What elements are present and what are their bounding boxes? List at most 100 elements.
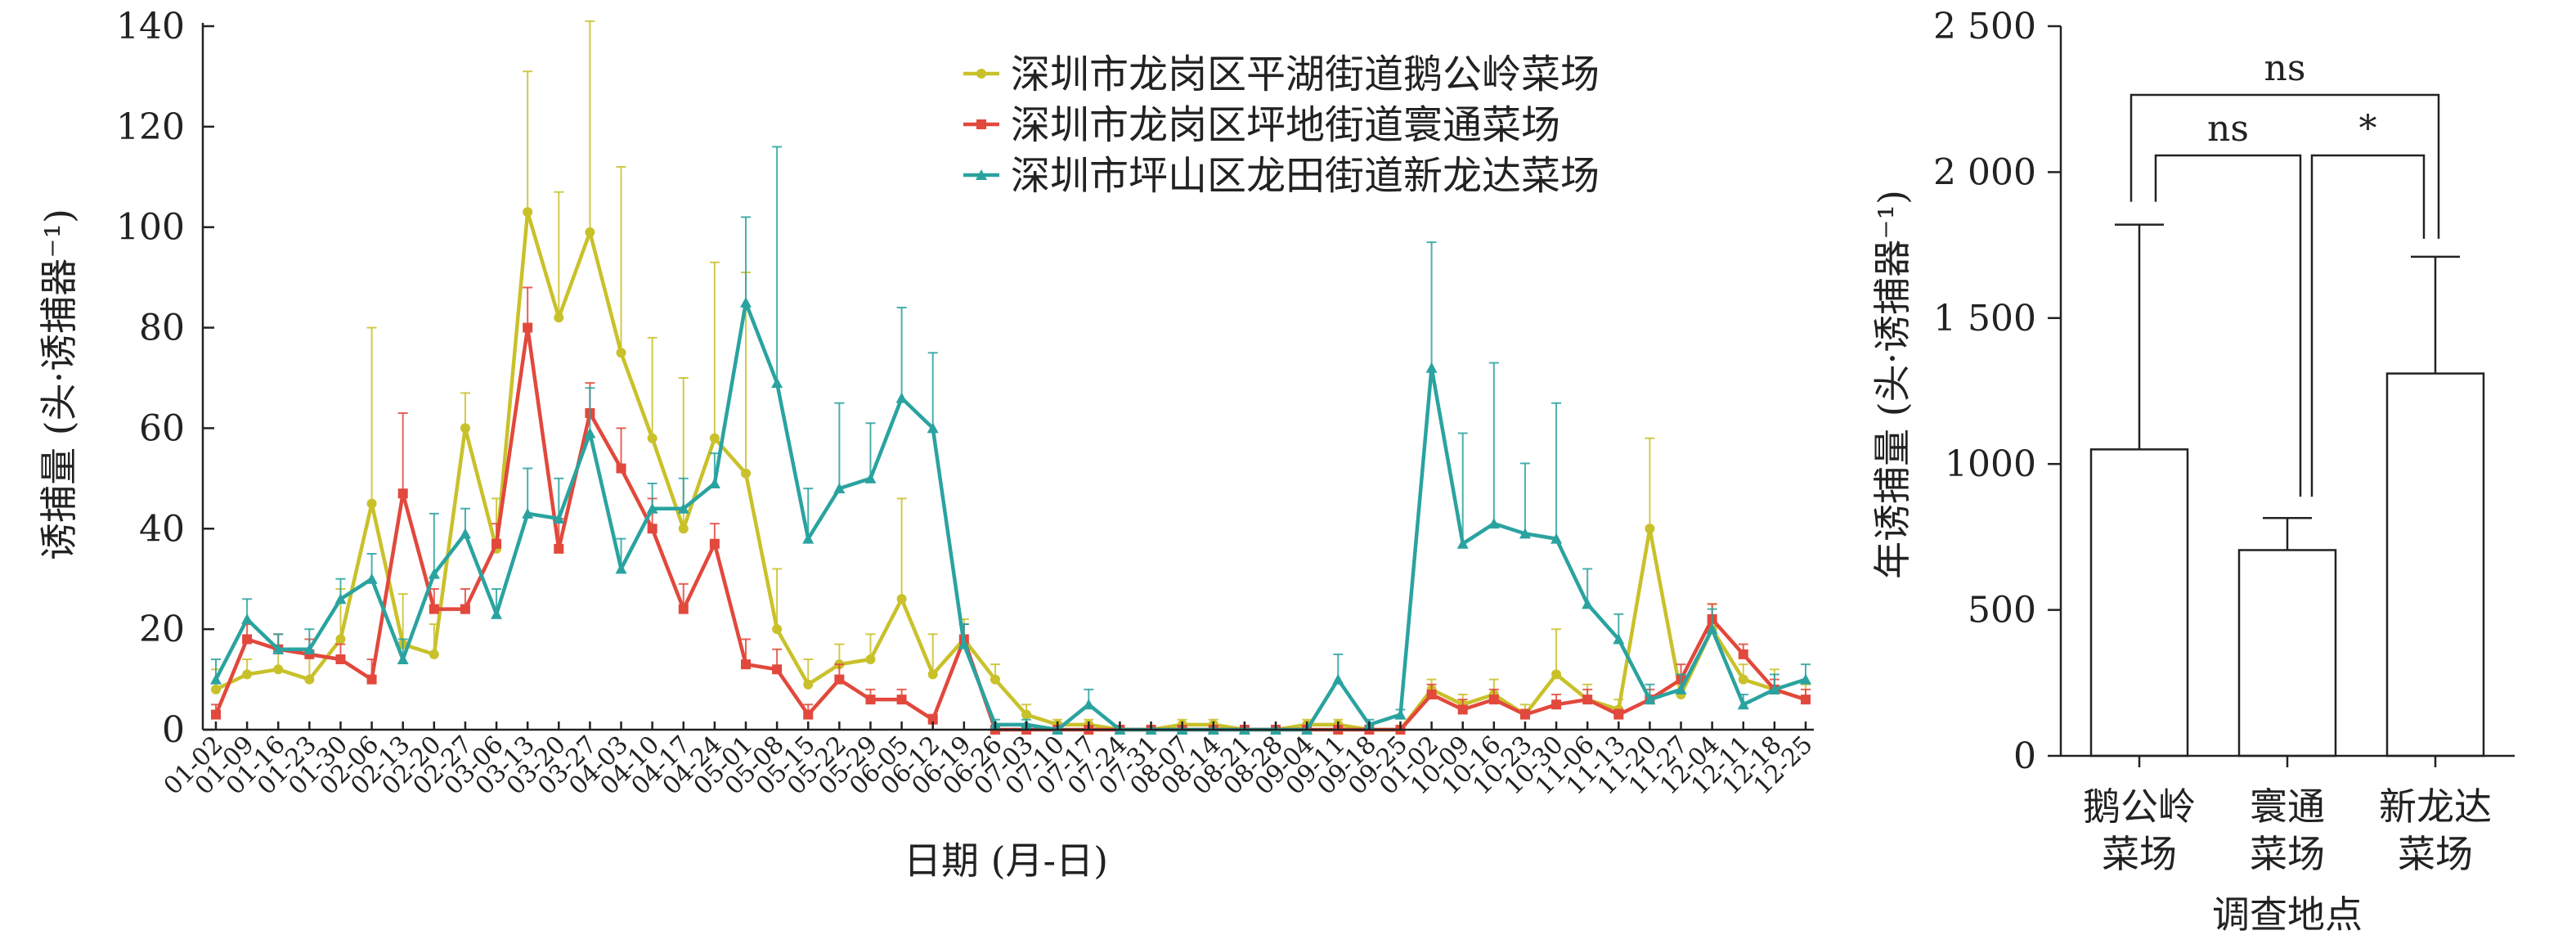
sig-bracket-outer-label: ns [2264, 47, 2306, 89]
bar-y-tick-label: 2 500 [1933, 6, 2036, 47]
bar-x-tick-label: 寰通 [2250, 784, 2325, 829]
data-point [615, 563, 627, 574]
legend: 深圳市龙岗区平湖街道鹅公岭菜场深圳市龙岗区坪地街道寰通菜场深圳市坪山区龙田街道新… [963, 52, 1600, 199]
y-tick-label: 40 [139, 508, 185, 550]
y-tick-label: 60 [139, 407, 185, 449]
data-point [397, 654, 409, 664]
bar-y-tick-label: 1 500 [1933, 298, 2036, 339]
data-point [429, 604, 439, 614]
data-point [1768, 683, 1780, 695]
data-point [741, 659, 751, 670]
data-point [553, 513, 565, 524]
legend-marker [976, 119, 986, 129]
data-point [585, 227, 595, 237]
data-point [241, 613, 254, 624]
bar-x-tick-label: 菜场 [2102, 832, 2177, 876]
sig-bracket-right-label: * [2359, 108, 2377, 150]
data-point [927, 669, 938, 680]
sig-bracket-outer [2129, 93, 2440, 239]
data-point [1488, 518, 1500, 529]
data-point [803, 709, 814, 720]
line-chart: 02040608010012014001-0201-0901-1601-2301… [37, 6, 1819, 883]
data-point [335, 654, 346, 664]
data-point [1426, 690, 1437, 699]
data-point [1332, 673, 1344, 685]
legend-marker [976, 69, 986, 79]
data-point [1582, 598, 1594, 609]
y-tick-label: 80 [139, 308, 185, 349]
data-point [210, 673, 222, 685]
data-point [523, 322, 533, 333]
data-point [1582, 695, 1593, 705]
sig-bracket-right [2310, 154, 2426, 497]
data-point [865, 654, 876, 664]
legend-label: 深圳市坪山区龙田街道新龙达菜场 [1011, 153, 1600, 199]
data-point [554, 312, 564, 323]
data-point [211, 709, 221, 720]
data-point [647, 524, 657, 534]
data-point [896, 695, 907, 705]
data-point [1645, 524, 1655, 534]
data-point [242, 669, 253, 680]
data-point [647, 433, 657, 443]
data-point [1801, 695, 1811, 705]
data-point [1644, 694, 1656, 705]
data-point [833, 483, 846, 494]
legend-label: 深圳市龙岗区平湖街道鹅公岭菜场 [1011, 52, 1600, 97]
data-point [1675, 683, 1687, 695]
bar-x-tick-label: 鹅公岭 [2083, 784, 2196, 829]
data-point [303, 643, 316, 654]
series-2 [211, 286, 1811, 735]
data-point [1519, 528, 1531, 539]
data-point [616, 348, 626, 358]
data-point [366, 674, 377, 685]
data-point [772, 624, 783, 635]
data-point [1551, 669, 1562, 680]
series-line [213, 326, 1806, 732]
data-point [1021, 709, 1032, 720]
data-point [272, 643, 285, 654]
data-point [1551, 699, 1562, 710]
data-point [1613, 633, 1625, 645]
data-point [335, 634, 346, 645]
data-point [1613, 709, 1624, 720]
data-point [1083, 699, 1095, 710]
data-point [864, 472, 877, 483]
data-point [428, 568, 440, 579]
bar-y-tick-label: 0 [2013, 735, 2036, 777]
bar-y-tick-label: 1000 [1945, 443, 2036, 485]
data-point [709, 538, 720, 549]
bar [2237, 549, 2337, 757]
data-point [459, 528, 471, 539]
data-point [491, 608, 503, 619]
data-point [803, 679, 814, 690]
data-point [927, 714, 938, 725]
data-point [678, 524, 689, 534]
data-point [397, 488, 408, 499]
data-point [1738, 674, 1748, 685]
data-point [334, 593, 347, 605]
y-tick-label: 100 [116, 207, 185, 249]
x-axis-title: 日期 (月-日) [904, 838, 1108, 883]
bar [2385, 372, 2485, 757]
bar-x-axis-title: 调查地点 [2212, 892, 2363, 937]
data-point [211, 684, 221, 695]
data-point [677, 502, 689, 514]
data-point [491, 538, 502, 549]
data-point [1488, 695, 1499, 705]
data-point [646, 502, 658, 514]
data-point [802, 533, 815, 544]
series-3 [210, 146, 1811, 735]
data-point [772, 664, 783, 675]
series-line [215, 210, 1806, 732]
data-point [1519, 709, 1530, 720]
data-point [584, 427, 596, 438]
data-point [460, 604, 470, 614]
data-point [1706, 623, 1718, 635]
bar-y-tick-label: 500 [1968, 590, 2036, 632]
bar-x-tick-label: 菜场 [2398, 832, 2473, 876]
bar-y-tick-label: 2 000 [1933, 151, 2036, 193]
